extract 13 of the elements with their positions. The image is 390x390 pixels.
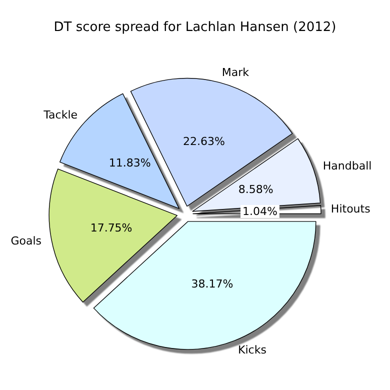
data-label: 17.75% (90, 221, 132, 234)
data-label: 8.58% (238, 182, 274, 196)
slice-label: Tackle (42, 108, 78, 122)
data-label: 1.04% (242, 205, 278, 218)
slice-label: Hitouts (330, 202, 371, 216)
slice-label: Handball (322, 160, 372, 173)
data-label: 11.83% (108, 156, 151, 170)
data-label: 22.63% (182, 134, 225, 148)
chart-title: DT score spread for Lachlan Hansen (2012) (54, 20, 336, 35)
slice-label: Kicks (238, 344, 267, 357)
slice-label: Mark (222, 66, 250, 80)
data-label: 38.17% (191, 277, 234, 290)
slice-label: Goals (10, 234, 42, 248)
